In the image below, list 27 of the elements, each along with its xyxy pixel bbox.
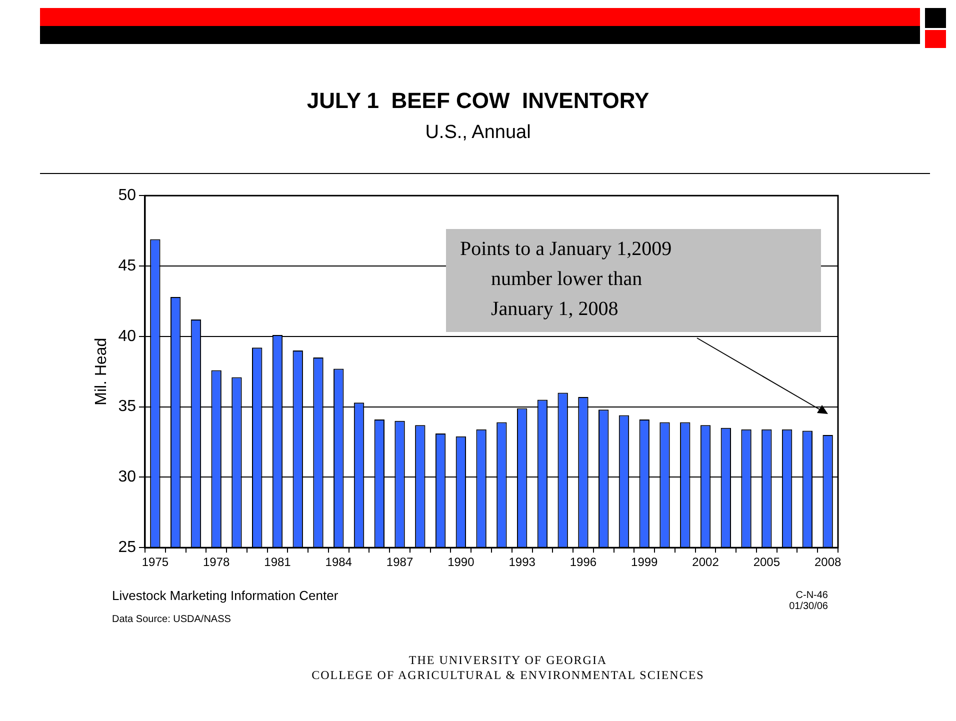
x-tick-label: 1984: [325, 555, 352, 570]
text: C-N-46 01/30/06: [788, 590, 828, 612]
x-tick-label: 1978: [202, 555, 230, 570]
y-tick-label: 40: [118, 328, 136, 345]
x-tick-label: 1999: [631, 555, 658, 570]
y-tick-label: 30: [118, 468, 136, 486]
y-tick-label: 35: [118, 398, 136, 416]
x-tick-label: 1987: [386, 555, 414, 570]
source-note: Data Source: USDA/NASS: [112, 614, 231, 625]
x-tick-label: 1981: [264, 555, 292, 570]
x-tick-label: 1996: [570, 555, 597, 570]
chart-subtitle: U.S., Annual: [424, 122, 532, 144]
x-tick-label: 2008: [814, 555, 842, 570]
x-tick-label: 1990: [448, 555, 475, 570]
callout-box: Points to a January 1,2009 number lower than January 1, 2008: [446, 229, 821, 332]
x-tick-label: 1975: [142, 555, 169, 570]
annotation: Points to a January 1,2009 number lower than January 1, 2008: [459, 237, 673, 322]
x-tick-label: 1993: [508, 555, 536, 570]
x-tick-label: 2005: [753, 555, 780, 570]
text: Livestock Marketing Information Center: [112, 588, 338, 603]
text: THE UNIVERSITY OF GEORGIA COLLEGE OF AGRICULTURAL & ENVIRONMENTAL SCIENCES: [310, 653, 706, 683]
y-tick-label: 45: [118, 257, 136, 274]
chart-title: JULY 1 BEEF COW INVENTORY: [306, 88, 650, 114]
y-tick-label: 50: [118, 187, 136, 204]
y-tick-label: 25: [118, 539, 136, 556]
x-tick-label: 2002: [692, 555, 720, 570]
y-axis-title: Mil. Head: [93, 338, 110, 406]
